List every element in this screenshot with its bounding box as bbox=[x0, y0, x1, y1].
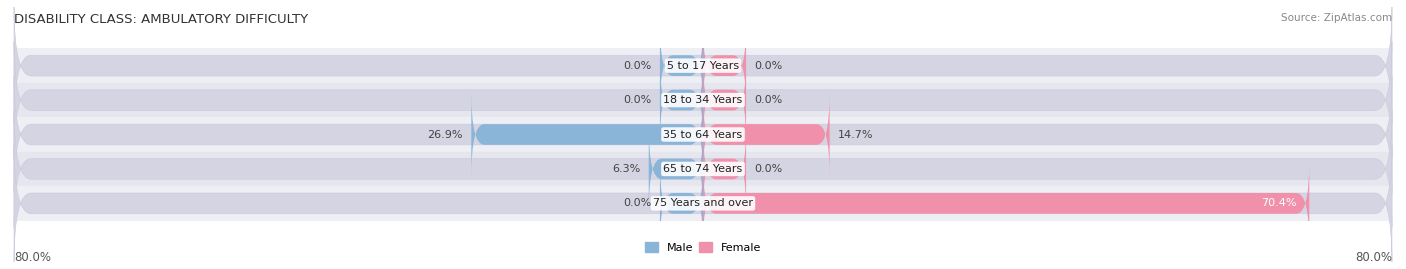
Text: 6.3%: 6.3% bbox=[612, 164, 640, 174]
FancyBboxPatch shape bbox=[703, 128, 747, 210]
Text: 80.0%: 80.0% bbox=[14, 251, 51, 264]
Text: 5 to 17 Years: 5 to 17 Years bbox=[666, 61, 740, 71]
Text: 0.0%: 0.0% bbox=[755, 164, 783, 174]
Text: 0.0%: 0.0% bbox=[755, 61, 783, 71]
Text: 75 Years and over: 75 Years and over bbox=[652, 198, 754, 208]
FancyBboxPatch shape bbox=[14, 110, 1392, 228]
FancyBboxPatch shape bbox=[648, 128, 703, 210]
FancyBboxPatch shape bbox=[703, 59, 747, 141]
Text: 18 to 34 Years: 18 to 34 Years bbox=[664, 95, 742, 105]
Bar bbox=[14, 152, 1392, 186]
Text: 80.0%: 80.0% bbox=[1355, 251, 1392, 264]
Text: Source: ZipAtlas.com: Source: ZipAtlas.com bbox=[1281, 13, 1392, 23]
Text: DISABILITY CLASS: AMBULATORY DIFFICULTY: DISABILITY CLASS: AMBULATORY DIFFICULTY bbox=[14, 13, 308, 26]
FancyBboxPatch shape bbox=[659, 162, 703, 245]
Legend: Male, Female: Male, Female bbox=[644, 242, 762, 253]
FancyBboxPatch shape bbox=[703, 24, 747, 107]
Text: 0.0%: 0.0% bbox=[623, 95, 651, 105]
FancyBboxPatch shape bbox=[703, 93, 830, 176]
Text: 0.0%: 0.0% bbox=[623, 61, 651, 71]
Text: 35 to 64 Years: 35 to 64 Years bbox=[664, 129, 742, 140]
Text: 0.0%: 0.0% bbox=[755, 95, 783, 105]
FancyBboxPatch shape bbox=[703, 162, 1309, 245]
FancyBboxPatch shape bbox=[659, 24, 703, 107]
Bar bbox=[14, 48, 1392, 83]
Text: 0.0%: 0.0% bbox=[623, 198, 651, 208]
FancyBboxPatch shape bbox=[14, 41, 1392, 159]
Text: 14.7%: 14.7% bbox=[838, 129, 873, 140]
Text: 70.4%: 70.4% bbox=[1261, 198, 1296, 208]
FancyBboxPatch shape bbox=[471, 93, 703, 176]
Text: 26.9%: 26.9% bbox=[427, 129, 463, 140]
FancyBboxPatch shape bbox=[14, 7, 1392, 124]
FancyBboxPatch shape bbox=[659, 59, 703, 141]
FancyBboxPatch shape bbox=[14, 145, 1392, 262]
Bar bbox=[14, 117, 1392, 152]
Bar bbox=[14, 83, 1392, 117]
Text: 65 to 74 Years: 65 to 74 Years bbox=[664, 164, 742, 174]
Bar bbox=[14, 186, 1392, 221]
FancyBboxPatch shape bbox=[14, 76, 1392, 193]
